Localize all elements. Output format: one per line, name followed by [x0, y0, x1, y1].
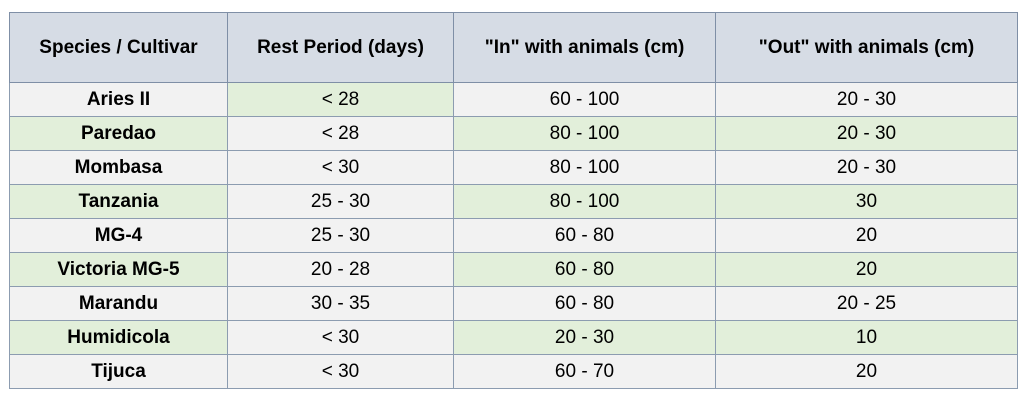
- out-height-cell: 20: [715, 354, 1018, 389]
- rest-period-cell: 25 - 30: [227, 218, 454, 253]
- rest-period-cell: < 30: [227, 150, 454, 185]
- rest-period-cell: < 28: [227, 116, 454, 151]
- in-height-cell: 60 - 80: [453, 252, 716, 287]
- out-height-cell: 20 - 30: [715, 150, 1018, 185]
- column-header-rest-period: Rest Period (days): [227, 12, 454, 83]
- out-height-cell: 20 - 30: [715, 116, 1018, 151]
- in-height-cell: 80 - 100: [453, 184, 716, 219]
- rest-period-cell: < 30: [227, 320, 454, 355]
- species-cell: Victoria MG-5: [9, 252, 228, 287]
- out-height-cell: 20 - 25: [715, 286, 1018, 321]
- rest-period-cell: < 30: [227, 354, 454, 389]
- out-height-cell: 20: [715, 252, 1018, 287]
- rest-period-cell: 20 - 28: [227, 252, 454, 287]
- out-height-cell: 20: [715, 218, 1018, 253]
- species-cell: Tanzania: [9, 184, 228, 219]
- in-height-cell: 60 - 100: [453, 82, 716, 117]
- table-row: Paredao < 28 80 - 100 20 - 30: [9, 116, 1018, 151]
- header-row: Species / Cultivar Rest Period (days) "I…: [9, 12, 1018, 83]
- species-cell: Aries II: [9, 82, 228, 117]
- column-header-out-height: "Out" with animals (cm): [715, 12, 1018, 83]
- in-height-cell: 60 - 70: [453, 354, 716, 389]
- out-height-cell: 30: [715, 184, 1018, 219]
- table-row: Victoria MG-5 20 - 28 60 - 80 20: [9, 252, 1018, 287]
- species-cell: Humidicola: [9, 320, 228, 355]
- table-row: Humidicola < 30 20 - 30 10: [9, 320, 1018, 355]
- in-height-cell: 60 - 80: [453, 286, 716, 321]
- species-cell: Mombasa: [9, 150, 228, 185]
- out-height-cell: 10: [715, 320, 1018, 355]
- species-cell: Tijuca: [9, 354, 228, 389]
- table-container: Species / Cultivar Rest Period (days) "I…: [9, 12, 1018, 389]
- in-height-cell: 60 - 80: [453, 218, 716, 253]
- table-row: Tijuca < 30 60 - 70 20: [9, 354, 1018, 389]
- table-row: Marandu 30 - 35 60 - 80 20 - 25: [9, 286, 1018, 321]
- species-cell: MG-4: [9, 218, 228, 253]
- table-row: Aries II < 28 60 - 100 20 - 30: [9, 82, 1018, 117]
- species-cell: Paredao: [9, 116, 228, 151]
- species-cell: Marandu: [9, 286, 228, 321]
- rest-period-cell: 25 - 30: [227, 184, 454, 219]
- in-height-cell: 20 - 30: [453, 320, 716, 355]
- forage-rest-period-table: Species / Cultivar Rest Period (days) "I…: [9, 12, 1018, 389]
- rest-period-cell: 30 - 35: [227, 286, 454, 321]
- in-height-cell: 80 - 100: [453, 150, 716, 185]
- column-header-species: Species / Cultivar: [9, 12, 228, 83]
- in-height-cell: 80 - 100: [453, 116, 716, 151]
- rest-period-cell: < 28: [227, 82, 454, 117]
- table-row: MG-4 25 - 30 60 - 80 20: [9, 218, 1018, 253]
- table-row: Mombasa < 30 80 - 100 20 - 30: [9, 150, 1018, 185]
- column-header-in-height: "In" with animals (cm): [453, 12, 716, 83]
- table-row: Tanzania 25 - 30 80 - 100 30: [9, 184, 1018, 219]
- out-height-cell: 20 - 30: [715, 82, 1018, 117]
